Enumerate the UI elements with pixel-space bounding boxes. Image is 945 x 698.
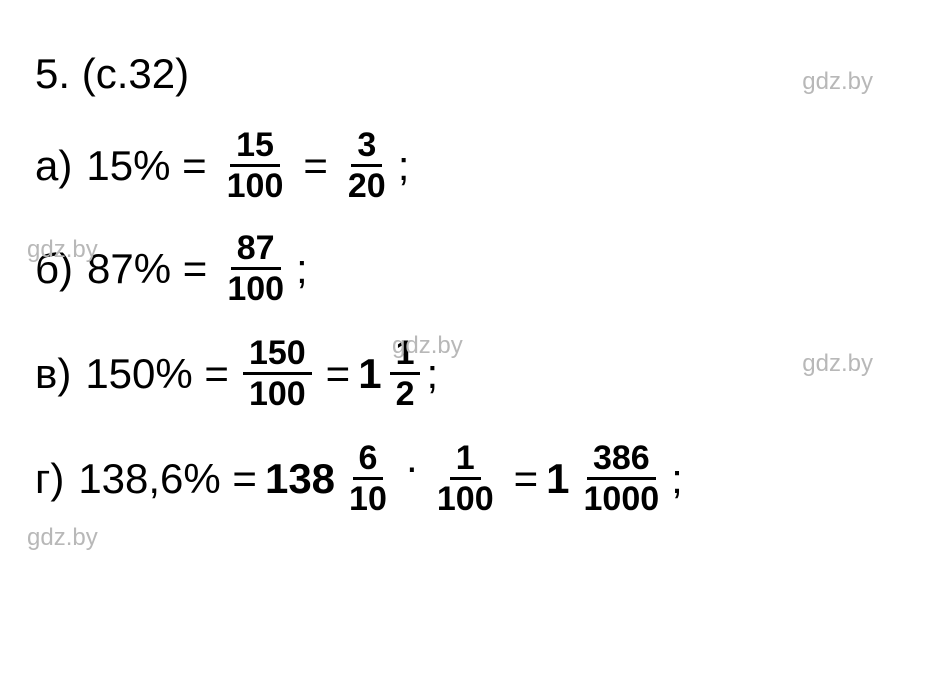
multiply-dot: · bbox=[405, 443, 419, 491]
equals-d: = bbox=[514, 455, 539, 503]
semicolon-a: ; bbox=[398, 142, 410, 190]
numerator: 150 bbox=[243, 336, 312, 375]
whole-d-2: 1 bbox=[546, 455, 569, 503]
numerator: 15 bbox=[230, 128, 280, 167]
denominator: 100 bbox=[431, 480, 500, 516]
problem-reference: (с.32) bbox=[82, 50, 189, 97]
numerator: 1 bbox=[450, 441, 481, 480]
equation-b: б) 87% = 87 100 ; bbox=[35, 231, 910, 306]
fraction-d-2: 1 100 bbox=[431, 441, 500, 516]
numerator: 87 bbox=[231, 231, 281, 270]
denominator: 1000 bbox=[578, 480, 666, 516]
fraction-d-1: 6 10 bbox=[343, 441, 393, 516]
fraction-b-1: 87 100 bbox=[221, 231, 290, 306]
semicolon-d: ; bbox=[671, 455, 683, 503]
equation-a: а) 15% = 15 100 = 3 20 ; bbox=[35, 128, 910, 203]
denominator: 20 bbox=[342, 167, 392, 203]
equals-c: = bbox=[326, 350, 351, 398]
problem-number: 5. bbox=[35, 50, 70, 97]
watermark-text: gdz.by bbox=[27, 524, 98, 552]
semicolon-b: ; bbox=[296, 245, 308, 293]
fraction-c-1: 150 100 bbox=[243, 336, 312, 411]
equation-c: в) 150% = 150 100 = 1 1 2 ; bbox=[35, 336, 910, 411]
label-c: в) bbox=[35, 350, 71, 398]
whole-c: 1 bbox=[358, 350, 381, 398]
denominator: 100 bbox=[221, 270, 290, 306]
percent-d: 138,6% = bbox=[78, 455, 257, 503]
denominator: 2 bbox=[390, 375, 421, 411]
watermark-text: gdz.by bbox=[27, 236, 98, 264]
denominator: 100 bbox=[221, 167, 290, 203]
denominator: 10 bbox=[343, 480, 393, 516]
equals-a: = bbox=[303, 142, 328, 190]
label-a: а) bbox=[35, 142, 72, 190]
watermark-text: gdz.by bbox=[802, 350, 873, 378]
percent-c: 150% = bbox=[85, 350, 229, 398]
fraction-a-1: 15 100 bbox=[221, 128, 290, 203]
watermark-text: gdz.by bbox=[802, 68, 873, 96]
fraction-d-3: 386 1000 bbox=[578, 441, 666, 516]
numerator: 6 bbox=[353, 441, 384, 480]
fraction-a-2: 3 20 bbox=[342, 128, 392, 203]
denominator: 100 bbox=[243, 375, 312, 411]
problem-header: 5. (с.32) bbox=[35, 50, 910, 98]
numerator: 3 bbox=[351, 128, 382, 167]
percent-b: 87% = bbox=[87, 245, 207, 293]
whole-d-1: 138 bbox=[265, 455, 335, 503]
percent-a: 15% = bbox=[86, 142, 206, 190]
numerator: 386 bbox=[587, 441, 656, 480]
watermark-text: gdz.by bbox=[392, 332, 463, 360]
label-d: г) bbox=[35, 455, 64, 503]
equation-d: г) 138,6% = 138 6 10 · 1 100 = 1 386 100… bbox=[35, 441, 910, 516]
